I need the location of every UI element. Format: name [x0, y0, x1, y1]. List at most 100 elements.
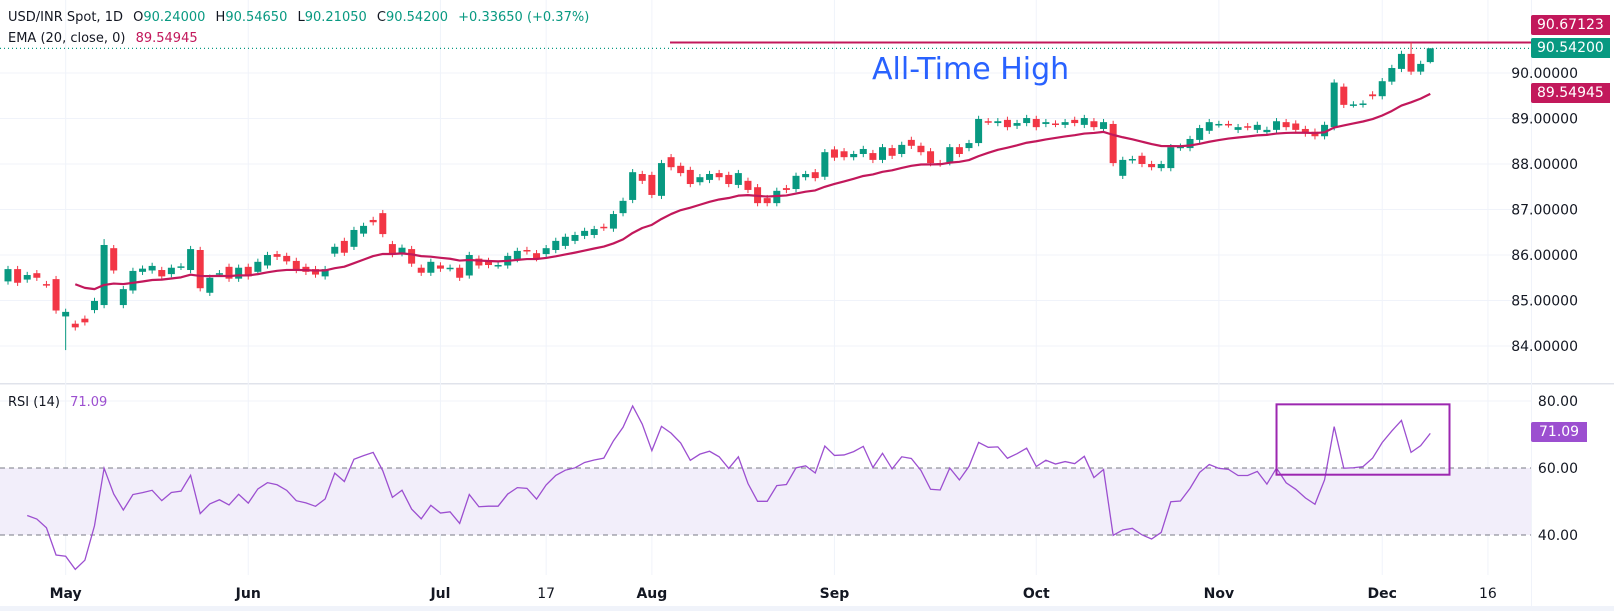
candle-body — [1138, 155, 1146, 164]
candle-body — [494, 265, 502, 267]
candle — [273, 250, 281, 261]
candle — [1215, 120, 1223, 128]
rsi-legend: RSI (14) 71.09 — [8, 395, 113, 410]
candle-body — [1176, 146, 1184, 149]
candle-body — [62, 311, 70, 317]
pane-separator — [0, 383, 1614, 385]
candle — [1080, 114, 1088, 129]
candle — [14, 265, 22, 286]
candle-body — [427, 261, 435, 273]
candle — [561, 233, 569, 250]
candle-body — [1013, 123, 1021, 126]
candle-body — [1407, 53, 1415, 72]
candle — [581, 227, 589, 240]
candle-body — [1215, 123, 1223, 126]
price-tick-label: 84.00000 — [1511, 339, 1578, 355]
candle — [1042, 118, 1050, 128]
date-tick-label: 16 — [1479, 586, 1497, 602]
candle — [350, 226, 358, 250]
candle-body — [879, 147, 887, 160]
candle — [360, 222, 368, 237]
candle — [225, 263, 233, 282]
candle-body — [139, 268, 147, 272]
candle-body — [225, 266, 233, 279]
candle-body — [215, 273, 223, 275]
candle — [206, 274, 214, 296]
candle-body — [340, 240, 348, 253]
candle — [1340, 83, 1348, 109]
rsi-label[interactable]: RSI (14) — [8, 395, 60, 410]
candle — [1205, 118, 1213, 134]
candle-body — [1167, 147, 1175, 169]
candle-body — [90, 300, 98, 311]
candle-body — [802, 174, 810, 178]
date-tick-label: Oct — [1023, 586, 1050, 602]
candle — [1417, 60, 1425, 75]
candle-body — [850, 153, 858, 158]
candle — [984, 118, 992, 125]
candle-body — [1003, 119, 1011, 128]
candle — [782, 184, 790, 194]
candle-body — [552, 240, 560, 250]
candle — [648, 171, 656, 199]
candle — [888, 144, 896, 159]
candle — [196, 246, 204, 292]
candle-body — [686, 169, 694, 185]
candle-body — [1119, 159, 1127, 176]
candle — [494, 261, 502, 269]
date-tick-label: Jul — [429, 586, 450, 602]
candle-body — [1196, 128, 1204, 140]
candle-body — [42, 284, 50, 286]
candle-body — [465, 255, 473, 276]
rsi-highlight-box — [1275, 403, 1451, 476]
candle — [475, 255, 483, 269]
candle-body — [1321, 124, 1329, 137]
rsi-tick-label: 60.00 — [1538, 461, 1578, 477]
all-time-high-annotation[interactable]: All-Time High — [872, 52, 1070, 87]
candle-body — [196, 249, 204, 289]
rsi-line — [26, 404, 1431, 571]
price-tick-label: 87.00000 — [1511, 203, 1578, 219]
candle-body — [734, 173, 742, 185]
candle-body — [561, 236, 569, 246]
candle — [33, 270, 41, 281]
candle-body — [263, 255, 271, 266]
date-tick-label: Sep — [820, 586, 850, 602]
ema-label[interactable]: EMA (20, close, 0) — [8, 31, 126, 46]
candle — [177, 263, 185, 271]
candle — [600, 223, 608, 231]
ema-legend: EMA (20, close, 0) 89.54945 — [8, 31, 204, 46]
candle — [706, 170, 714, 184]
candle — [1426, 48, 1434, 64]
symbol-title[interactable]: USD/INR Spot, 1D — [8, 10, 123, 25]
candle-body — [1330, 82, 1338, 128]
candle — [1388, 64, 1396, 85]
candle-body — [715, 173, 723, 178]
candle-body — [235, 267, 243, 279]
candle-body — [1301, 128, 1309, 134]
candle-body — [1263, 129, 1271, 133]
candle — [1378, 78, 1386, 100]
candle-body — [542, 248, 550, 255]
candle-body — [360, 225, 368, 234]
candle — [465, 251, 473, 279]
candle-body — [744, 180, 752, 190]
candle — [657, 159, 665, 200]
candle-body — [984, 121, 992, 123]
candle-body — [571, 234, 579, 241]
candle — [1224, 120, 1232, 128]
candle-body — [1273, 121, 1281, 130]
candle-body — [533, 253, 541, 259]
candle-body — [888, 148, 896, 156]
candle — [629, 169, 637, 204]
candle-body — [1359, 103, 1367, 105]
candle-body — [312, 269, 320, 275]
price-tick-label: 85.00000 — [1511, 294, 1578, 310]
candle — [955, 143, 963, 158]
candle — [792, 172, 800, 193]
candle — [110, 244, 118, 274]
candle — [715, 169, 723, 181]
candle-body — [696, 177, 704, 183]
candle-body — [1090, 121, 1098, 128]
